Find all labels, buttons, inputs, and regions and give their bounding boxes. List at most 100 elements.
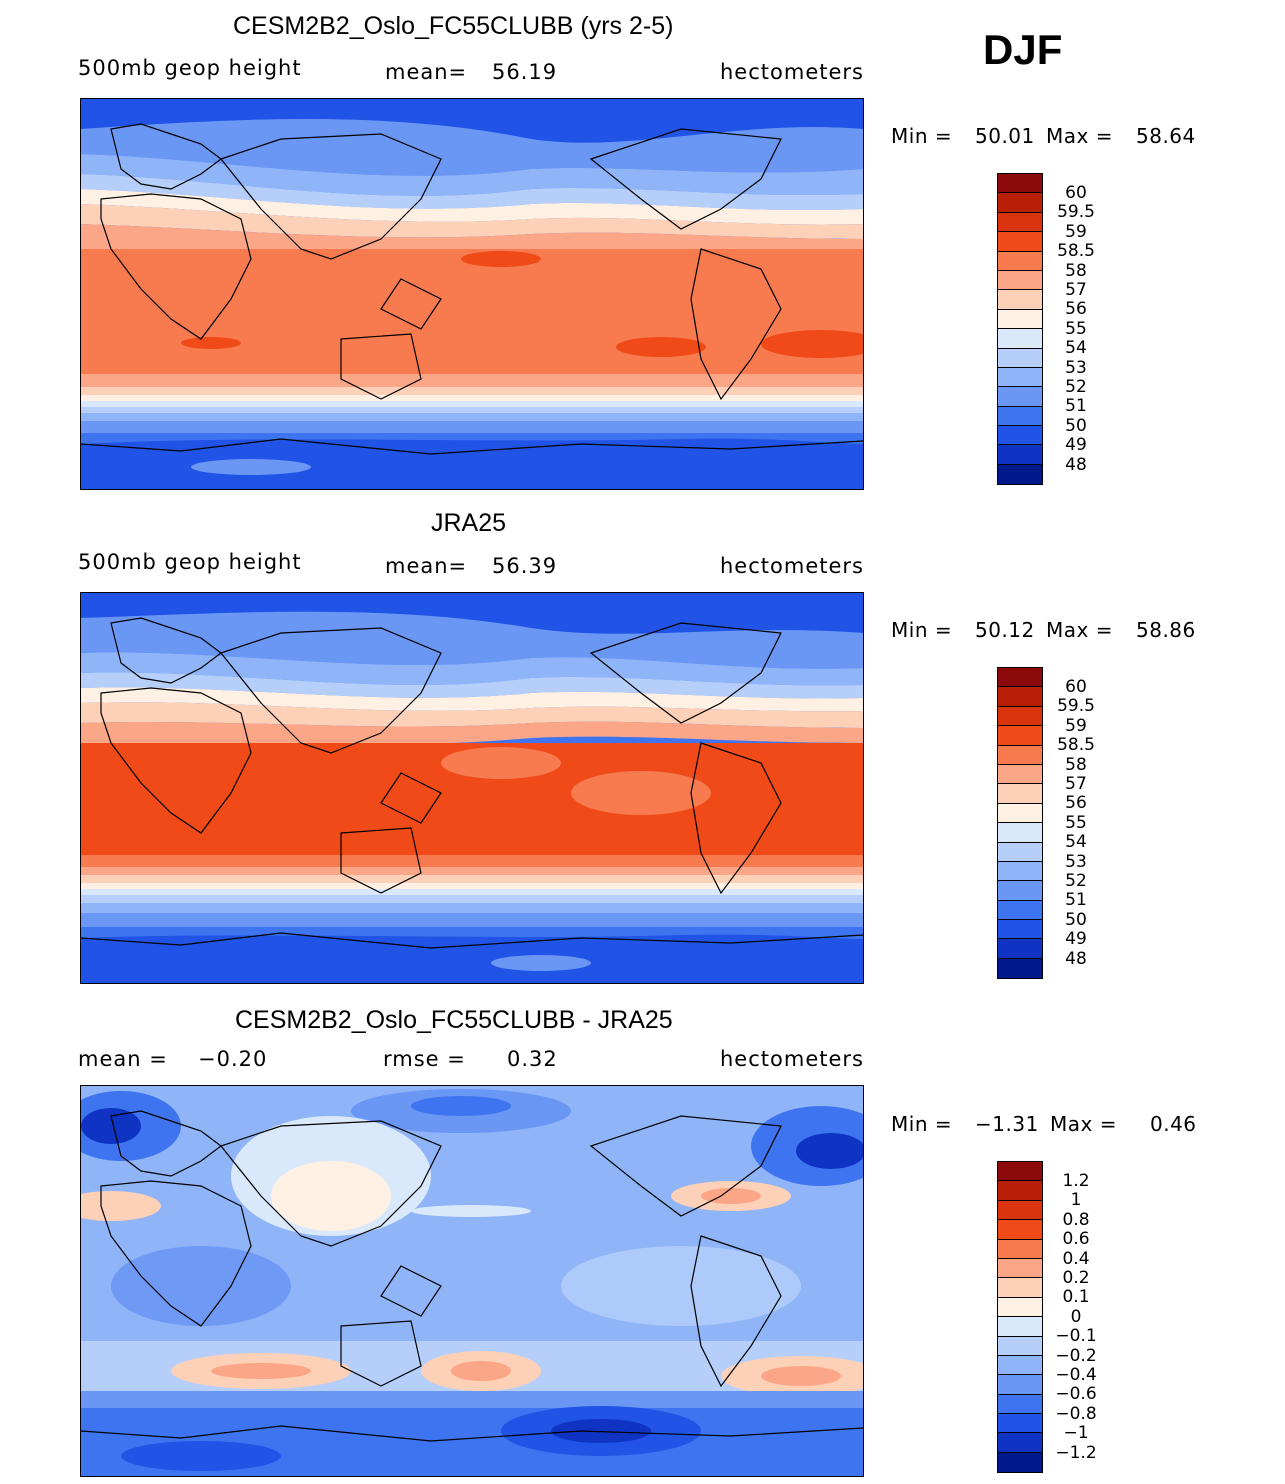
- colorbar-box: [998, 232, 1042, 252]
- colorbar-tick-label: −0.2: [1055, 1345, 1097, 1366]
- variable-label: 500mb geop height: [78, 56, 302, 80]
- mean-value: −0.20: [198, 1047, 268, 1071]
- colorbar-box: [998, 1181, 1042, 1201]
- colorbar-box: [998, 1375, 1042, 1395]
- colorbar-box: [998, 387, 1042, 407]
- colorbar-box: [998, 1336, 1042, 1356]
- panel-title: CESM2B2_Oslo_FC55CLUBB (yrs 2-5): [233, 12, 674, 40]
- colorbar-tick-label: 0.2: [1062, 1268, 1090, 1288]
- mean-value: 56.19: [492, 60, 558, 84]
- variable-label: 500mb geop height: [78, 550, 302, 574]
- colorbar-tick-label: 51: [1065, 890, 1087, 911]
- colorbar-box: [998, 706, 1042, 727]
- colorbar-tick-label: 60: [1065, 183, 1087, 203]
- colorbar-tick-label: −0.6: [1055, 1384, 1097, 1405]
- colorbar-tick-label: −0.4: [1055, 1365, 1097, 1385]
- colorbar-tick-label: 49: [1065, 435, 1087, 456]
- colorbar: [997, 1161, 1043, 1474]
- panel-title: CESM2B2_Oslo_FC55CLUBB - JRA25: [235, 1006, 673, 1034]
- colorbar-tick-label: 59: [1065, 715, 1087, 736]
- colorbar-tick-label: 49: [1065, 929, 1087, 950]
- units-label: hectometers: [720, 554, 864, 578]
- max-label: Max =: [1050, 1112, 1117, 1136]
- colorbar-box: [998, 1394, 1042, 1415]
- colorbar-box: [998, 174, 1042, 194]
- colorbar-box: [998, 900, 1042, 921]
- colorbar-box: [998, 406, 1042, 427]
- colorbar-box: [998, 426, 1042, 446]
- colorbar-tick-label: 58.5: [1057, 241, 1095, 262]
- min-value: 50.12: [975, 618, 1035, 642]
- colorbar-tick-label: 56: [1065, 793, 1087, 814]
- min-value: 50.01: [975, 124, 1035, 148]
- colorbar-box: [998, 309, 1042, 330]
- colorbar-box: [998, 1414, 1042, 1434]
- mean-label: mean=: [385, 554, 468, 578]
- colorbar-tick-label: 58: [1065, 260, 1087, 281]
- colorbar-box: [998, 251, 1042, 271]
- colorbar-tick-label: 54: [1065, 338, 1087, 359]
- min-label: Min =: [891, 618, 953, 642]
- colorbar-box: [998, 1239, 1042, 1259]
- colorbar-tick-label: 0.6: [1062, 1229, 1090, 1250]
- colorbar-box: [998, 193, 1042, 213]
- colorbar-tick-label: 51: [1065, 396, 1087, 417]
- colorbar-box: [998, 803, 1042, 824]
- colorbar-box: [998, 726, 1042, 746]
- colorbar: [997, 667, 1043, 980]
- colorbar-tick-label: 58.5: [1057, 735, 1095, 756]
- max-label: Max =: [1046, 618, 1113, 642]
- colorbar-box: [998, 784, 1042, 804]
- colorbar-box: [998, 823, 1042, 843]
- colorbar-tick-label: 48: [1065, 948, 1087, 969]
- max-value: 58.86: [1136, 618, 1196, 642]
- rmse-value: 0.32: [507, 1047, 558, 1071]
- colorbar-box: [998, 764, 1042, 785]
- colorbar-box: [998, 1278, 1042, 1298]
- colorbar-tick-label: −0.1: [1055, 1326, 1097, 1347]
- colorbar-tick-label: 0.4: [1062, 1248, 1090, 1269]
- colorbar-box: [998, 1433, 1042, 1453]
- colorbar-tick-label: 0.8: [1062, 1209, 1090, 1230]
- colorbar-box: [998, 1452, 1042, 1473]
- colorbar-tick-label: 55: [1065, 318, 1087, 339]
- colorbar-tick-label: 58: [1065, 754, 1087, 775]
- colorbar-box: [998, 329, 1042, 349]
- colorbar-tick-label: 55: [1065, 812, 1087, 833]
- min-label: Min =: [891, 1112, 953, 1136]
- colorbar-tick-label: 50: [1065, 909, 1087, 930]
- colorbar-box: [998, 445, 1042, 465]
- colorbar-box: [998, 1355, 1042, 1376]
- colorbar-tick-label: 53: [1065, 357, 1087, 378]
- panel-title: JRA25: [431, 509, 507, 537]
- colorbar-box: [998, 1317, 1042, 1337]
- mean-value: 56.39: [492, 554, 558, 578]
- colorbar-tick-label: 59.5: [1057, 202, 1095, 223]
- colorbar-tick-label: −1: [1063, 1423, 1089, 1444]
- mean-label: mean =: [78, 1047, 168, 1071]
- colorbar-tick-label: 1: [1070, 1190, 1082, 1211]
- colorbar-box: [998, 881, 1042, 901]
- colorbar-box: [998, 939, 1042, 959]
- colorbar-tick-label: 56: [1065, 299, 1087, 320]
- colorbar-tick-label: 53: [1065, 851, 1087, 872]
- rmse-label: rmse =: [383, 1047, 466, 1071]
- colorbar-box: [998, 1200, 1042, 1221]
- colorbar-box: [998, 270, 1042, 291]
- colorbar-box: [998, 920, 1042, 940]
- mean-label: mean=: [385, 60, 468, 84]
- season-label: DJF: [983, 26, 1063, 73]
- colorbar-box: [998, 745, 1042, 765]
- colorbar-box: [998, 687, 1042, 707]
- colorbar-box: [998, 212, 1042, 233]
- colorbar-tick-label: −1.2: [1055, 1442, 1097, 1463]
- contour-map: [80, 1085, 864, 1477]
- colorbar-tick-label: 54: [1065, 832, 1087, 853]
- colorbar-box: [998, 668, 1042, 688]
- colorbar-tick-label: 52: [1065, 377, 1087, 397]
- colorbar-box: [998, 958, 1042, 979]
- units-label: hectometers: [720, 60, 864, 84]
- colorbar-box: [998, 842, 1042, 862]
- colorbar-box: [998, 1162, 1042, 1182]
- colorbar-tick-label: 57: [1065, 280, 1087, 300]
